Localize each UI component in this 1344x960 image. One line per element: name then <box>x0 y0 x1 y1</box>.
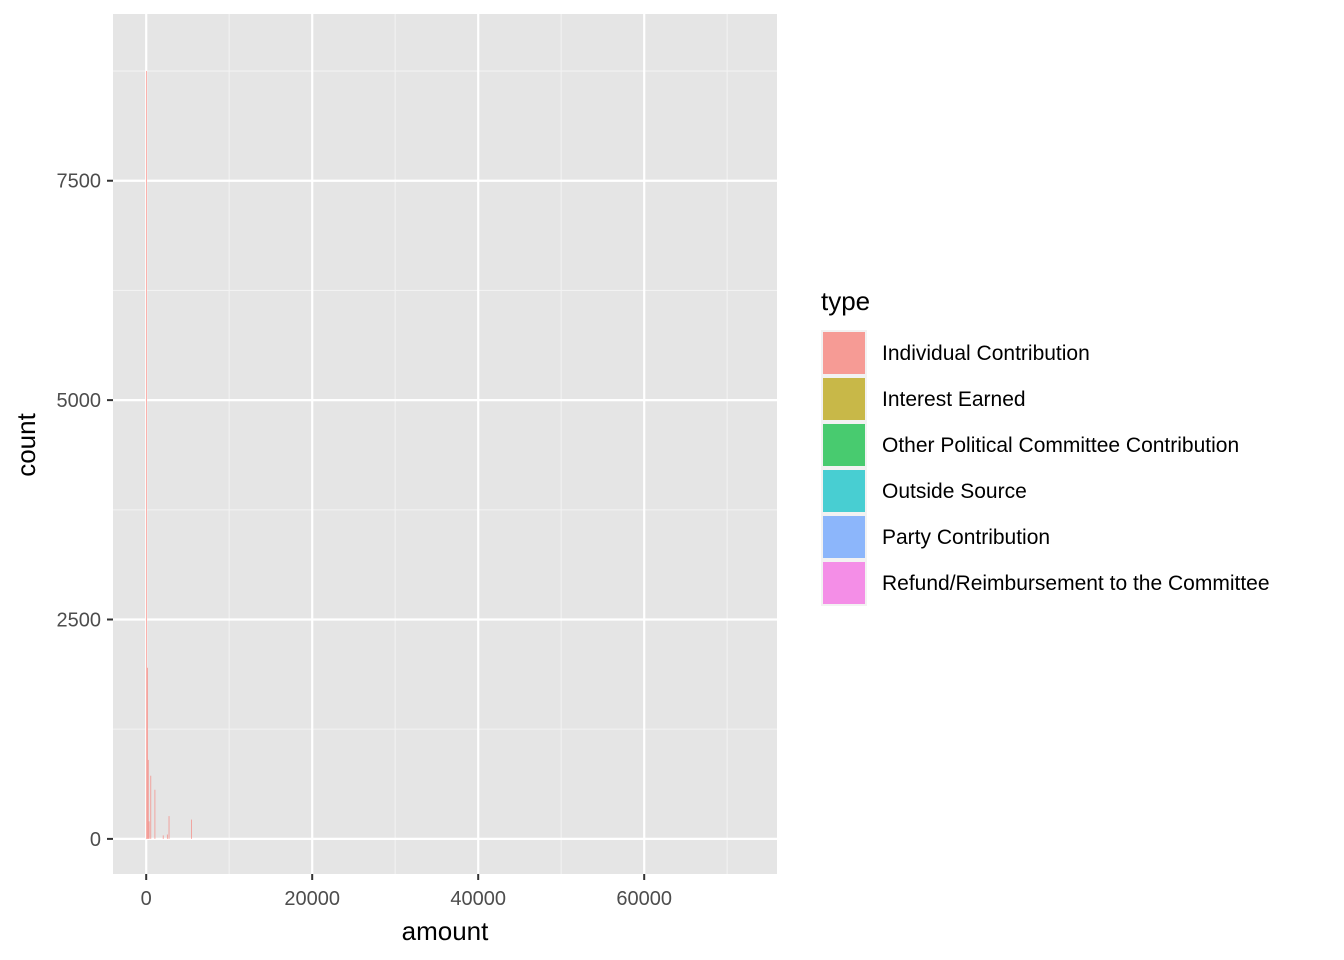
histogram-bar <box>150 775 152 839</box>
x-axis: 0 20000 40000 60000 <box>141 874 672 910</box>
histogram-bar <box>147 759 149 839</box>
minor-gridlines <box>113 14 777 874</box>
x-tick-label: 20000 <box>284 888 340 910</box>
legend-swatch <box>823 332 865 374</box>
legend-label: Party Contribution <box>882 526 1050 549</box>
x-axis-title: amount <box>402 916 489 946</box>
x-tick-label: 0 <box>141 888 152 910</box>
legend: type Individual Contribution Interest Ear… <box>821 286 1270 606</box>
legend-swatch <box>823 516 865 558</box>
histogram-bar <box>168 816 170 839</box>
legend-swatch <box>823 562 865 604</box>
y-tick-label: 5000 <box>57 390 102 412</box>
legend-label: Interest Earned <box>882 388 1026 411</box>
y-axis: 0 2500 5000 7500 <box>57 171 113 851</box>
legend-label: Outside Source <box>882 480 1027 503</box>
histogram-bar <box>154 789 156 839</box>
panel-background <box>113 14 777 874</box>
legend-label: Other Political Committee Contribution <box>882 434 1239 457</box>
legend-title: type <box>821 286 870 316</box>
y-tick-label: 7500 <box>57 171 102 193</box>
legend-label: Refund/Reimbursement to the Committee <box>882 572 1270 595</box>
x-tick-label: 60000 <box>616 888 672 910</box>
y-tick-label: 2500 <box>57 610 102 632</box>
y-tick-label: 0 <box>90 829 101 851</box>
histogram-bar <box>147 667 148 839</box>
histogram-bars <box>146 71 192 839</box>
histogram-bar <box>148 821 150 839</box>
legend-swatch <box>823 378 865 420</box>
legend-label: Individual Contribution <box>882 342 1090 365</box>
histogram-bar <box>191 819 192 839</box>
histogram-bar <box>146 71 148 839</box>
x-tick-label: 40000 <box>450 888 506 910</box>
histogram-bar <box>162 835 164 839</box>
y-axis-title: count <box>11 412 41 476</box>
legend-swatch <box>823 470 865 512</box>
histogram-bar <box>166 834 168 839</box>
legend-swatch <box>823 424 865 466</box>
